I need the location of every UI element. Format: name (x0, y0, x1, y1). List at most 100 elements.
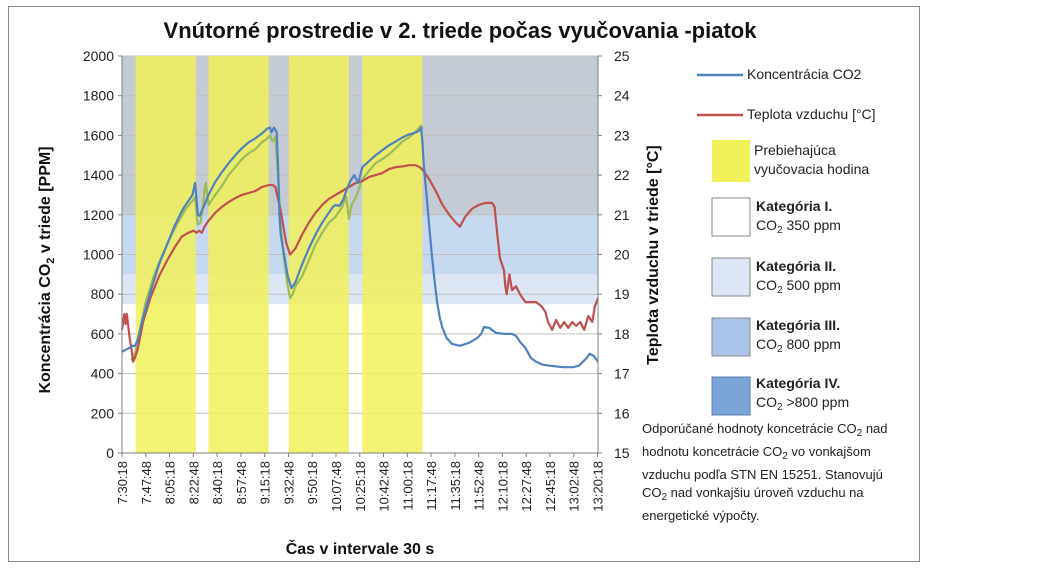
x-tick-label: 13:20:18 (591, 461, 606, 512)
x-tick-label: 12:27:48 (519, 461, 534, 512)
legend-label-temp: Teplota vzduchu [°C] (747, 106, 876, 122)
x-tick-label: 12:10:18 (495, 461, 510, 512)
y-right-tick-label: 15 (614, 445, 630, 461)
y-left-tick-label: 2000 (83, 48, 114, 64)
x-tick-label: 8:57:48 (234, 461, 249, 504)
y-left-tick-label: 1200 (83, 207, 114, 223)
y-right-tick-label: 16 (614, 405, 630, 421)
legend-label-category-2: Kategória II. CO2 500 ppm (756, 257, 841, 300)
y-right-tick-label: 20 (614, 247, 630, 263)
category-2-co2-sub: 2 (777, 285, 783, 296)
legend-label-category-4: Kategória IV. CO2 >800 ppm (756, 374, 849, 417)
x-tick-label: 11:17:48 (424, 461, 439, 511)
category-1-co2-sub: 2 (777, 225, 783, 236)
legend-lesson-line1: Prebiehajúca (754, 142, 836, 158)
lesson-periods (135, 56, 423, 453)
y-axis-left-label-sub: 2 (45, 258, 57, 264)
legend-swatch-category-4 (711, 376, 751, 416)
note-part-3: vo vonkajšom vzduchu podľa STN EN 15251.… (642, 444, 883, 500)
x-tick-label: 11:00:18 (400, 461, 415, 511)
category-1-co2-prefix: CO (756, 217, 777, 233)
legend-swatch-category-2 (711, 257, 751, 297)
note-sub-1: 2 (856, 428, 863, 439)
y-left-tick-label: 800 (91, 286, 115, 302)
y-left-tick-label: 0 (106, 445, 114, 461)
lesson-period-3 (288, 56, 349, 453)
y-right-tick-label: 21 (614, 207, 630, 223)
category-4-title: Kategória IV. (756, 375, 841, 391)
note-part-4: nad vonkajšiu úroveň vzduchu na energeti… (642, 485, 864, 523)
category-4-co2-sub: 2 (777, 402, 783, 413)
category-4-co2-prefix: CO (756, 394, 777, 410)
x-axis-label: Čas v intervale 30 s (286, 539, 435, 558)
legend-label-co2: Koncentrácia CO2 (747, 66, 862, 82)
x-tick-label: 8:22:48 (186, 461, 201, 504)
legend-label-category-3: Kategória III. CO2 800 ppm (756, 316, 841, 359)
legend-swatch-category-1 (711, 197, 751, 237)
y-right-tick-label: 22 (614, 167, 630, 183)
y-left-tick-label: 200 (91, 405, 115, 421)
lesson-period-2 (208, 56, 269, 453)
category-2-title: Kategória II. (756, 258, 837, 274)
category-1-title: Kategória I. (756, 198, 833, 214)
category-1-value: 350 ppm (782, 217, 841, 233)
y-left-tick-label: 1400 (83, 167, 114, 183)
y-right-tick-label: 25 (614, 48, 630, 64)
x-tick-label: 13:02:48 (567, 461, 582, 512)
y-right-tick-label: 24 (614, 88, 630, 104)
lesson-period-4 (362, 56, 423, 453)
y-left-tick-label: 1800 (83, 88, 114, 104)
note-part-1: Odporúčané hodnoty koncetrácie CO (642, 421, 857, 436)
y-axis-right-label: Teplota vzduchu v triede [°C] (645, 145, 662, 364)
y-right-tick-label: 23 (614, 127, 630, 143)
legend-swatch-lesson (712, 140, 750, 182)
x-tick-label: 10:07:48 (329, 461, 344, 512)
x-tick-label: 11:35:18 (448, 461, 463, 511)
x-tick-label: 9:15:18 (258, 461, 273, 504)
category-3-value: 800 ppm (782, 336, 841, 352)
note-part-2: nad hodnotu koncetrácie CO (642, 421, 888, 459)
legend-lesson-line2: vyučovacia hodina (754, 161, 870, 177)
y-left-tick-label: 600 (91, 326, 115, 342)
chart-title: Vnútorné prostredie v 2. triede počas vy… (164, 18, 758, 43)
x-tick-label: 9:50:18 (305, 461, 320, 504)
y-left-tick-label: 1600 (83, 127, 114, 143)
category-2-co2-prefix: CO (756, 277, 777, 293)
note-text: Odporúčané hodnoty koncetrácie CO2 nad h… (642, 420, 907, 525)
x-tick-label: 9:32:48 (281, 461, 296, 504)
x-tick-label: 10:25:18 (353, 461, 368, 512)
category-2-value: 500 ppm (782, 277, 841, 293)
x-tick-label: 7:30:18 (115, 461, 130, 504)
y-right-tick-label: 19 (614, 286, 630, 302)
category-3-title: Kategória III. (756, 317, 841, 333)
legend-label-category-1: Kategória I. CO2 350 ppm (756, 197, 841, 240)
category-band-3 (122, 214, 598, 275)
series-line-1 (120, 164, 600, 363)
lesson-period-1 (135, 56, 196, 453)
series-lines (120, 124, 600, 369)
series-line-0 (121, 126, 599, 369)
x-tick-label: 10:42:48 (377, 461, 392, 512)
legend-label-lesson: Prebiehajúca vyučovacia hodina (754, 141, 869, 179)
category-3-co2-prefix: CO (756, 336, 777, 352)
series-line-2 (130, 124, 424, 361)
y-axis-left-label-part: v triede [PPM] (37, 146, 54, 257)
note-sub-3: 2 (661, 492, 668, 503)
y-axis-left-label-part: Koncentrácia CO (37, 264, 54, 394)
y-axis-left-label: Koncentrácia CO2 v triede [PPM] (37, 146, 57, 393)
x-tick-label: 8:40:18 (210, 461, 225, 504)
note-sub-2: 2 (782, 451, 788, 462)
y-left-tick-label: 1000 (83, 247, 114, 263)
x-tick-label: 11:52:48 (472, 461, 487, 511)
category-3-co2-sub: 2 (777, 344, 783, 355)
axes: 0 200 400 600 800 1000 1200 1400 1600 1800 2000 15 1… (83, 48, 630, 512)
x-tick-label: 8:05:18 (163, 461, 178, 504)
y-left-tick-label: 400 (91, 366, 115, 382)
category-4-value: >800 ppm (782, 394, 850, 410)
y-right-tick-label: 18 (614, 326, 630, 342)
x-tick-label: 12:45:18 (543, 461, 558, 512)
y-right-tick-label: 17 (614, 366, 630, 382)
legend (697, 73, 751, 416)
x-tick-label: 7:47:48 (139, 461, 154, 504)
